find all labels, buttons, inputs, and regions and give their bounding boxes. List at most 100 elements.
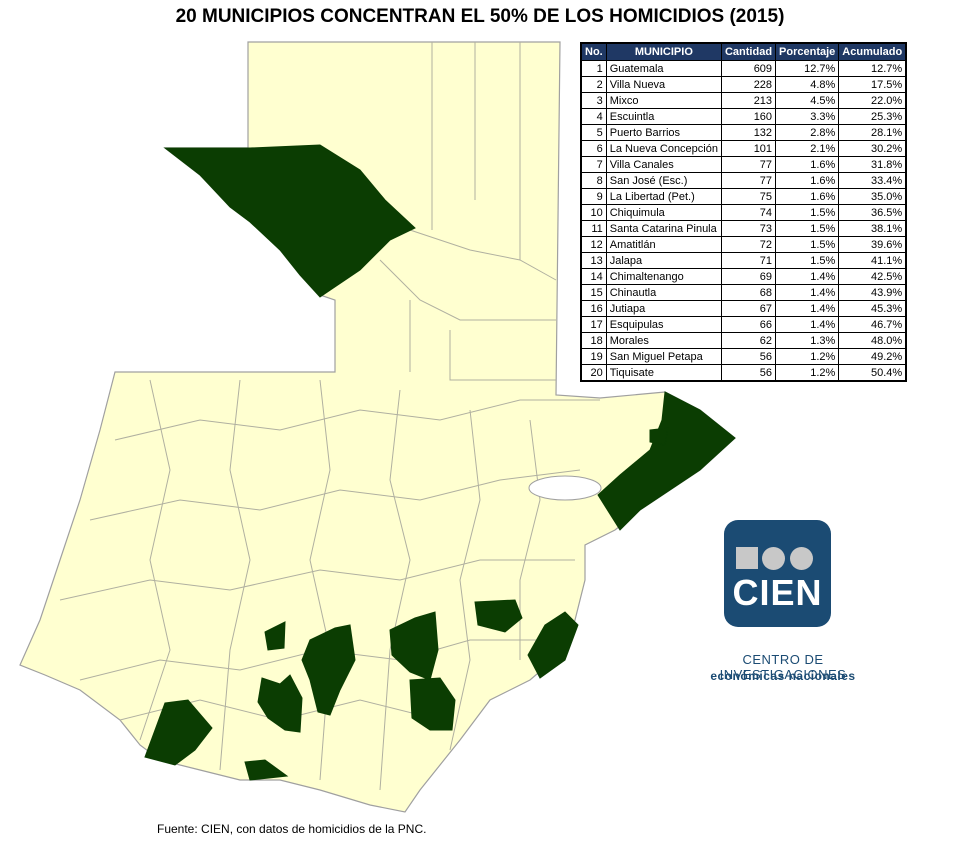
table-cell: Escuintla — [605, 108, 722, 125]
table-cell: 48.0% — [838, 332, 907, 349]
table-cell: 18 — [580, 332, 607, 349]
table-cell: 66 — [720, 316, 777, 333]
table-cell: Chinautla — [605, 284, 722, 301]
table-cell: 74 — [720, 204, 777, 221]
logo-circle — [790, 547, 813, 570]
table-cell: 36.5% — [838, 204, 907, 221]
title: 20 MUNICIPIOS CONCENTRAN EL 50% DE LOS H… — [175, 6, 785, 27]
table-cell: 1.4% — [775, 300, 840, 317]
table-cell: Morales — [605, 332, 722, 349]
table-row: 4 Escuintla 160 3.3% 25.3% — [580, 108, 907, 125]
table-cell: 10 — [580, 204, 607, 221]
table-cell: 1 — [580, 60, 607, 77]
table-cell: 3.3% — [775, 108, 840, 125]
table-cell: 160 — [720, 108, 777, 125]
table-cell: 75 — [720, 188, 777, 205]
table-cell: Jalapa — [605, 252, 722, 269]
table-cell: 14 — [580, 268, 607, 285]
table-cell: 38.1% — [838, 220, 907, 237]
column-header: MUNICIPIO — [605, 42, 722, 61]
table-cell: 20 — [580, 364, 607, 382]
table-row: 18 Morales 62 1.3% 48.0% — [580, 332, 907, 349]
table-row: 14 Chimaltenango 69 1.4% 42.5% — [580, 268, 907, 285]
table-cell: 56 — [720, 348, 777, 365]
table-cell: 25.3% — [838, 108, 907, 125]
table-cell: 11 — [580, 220, 607, 237]
table-cell: Mixco — [605, 92, 722, 109]
table-cell: 12 — [580, 236, 607, 253]
table-cell: San José (Esc.) — [605, 172, 722, 189]
table-cell: Amatitlán — [605, 236, 722, 253]
table-cell: 22.0% — [838, 92, 907, 109]
table-cell: 41.1% — [838, 252, 907, 269]
table-cell: 15 — [580, 284, 607, 301]
table-cell: 13 — [580, 252, 607, 269]
table-cell: 43.9% — [838, 284, 907, 301]
column-header: Acumulado — [838, 42, 907, 61]
table-row: 15 Chinautla 68 1.4% 43.9% — [580, 284, 907, 301]
table-cell: 4.8% — [775, 76, 840, 93]
table-cell: 42.5% — [838, 268, 907, 285]
table-row: 5 Puerto Barrios 132 2.8% 28.1% — [580, 124, 907, 141]
table-cell: 1.4% — [775, 268, 840, 285]
table-cell: 77 — [720, 156, 777, 173]
table-cell: 6 — [580, 140, 607, 157]
table-cell: 1.2% — [775, 348, 840, 365]
table-row: 12 Amatitlán 72 1.5% 39.6% — [580, 236, 907, 253]
table-cell: 67 — [720, 300, 777, 317]
table-cell: 19 — [580, 348, 607, 365]
table-cell: 17.5% — [838, 76, 907, 93]
table-cell: 132 — [720, 124, 777, 141]
table-cell: 31.8% — [838, 156, 907, 173]
table-cell: 213 — [720, 92, 777, 109]
table-row: 10 Chiquimula 74 1.5% 36.5% — [580, 204, 907, 221]
table-cell: 1.6% — [775, 156, 840, 173]
logo-circle — [762, 547, 785, 570]
table-cell: 49.2% — [838, 348, 907, 365]
table-cell: 101 — [720, 140, 777, 157]
table-cell: Tiquisate — [605, 364, 722, 382]
table-row: 16 Jutiapa 67 1.4% 45.3% — [580, 300, 907, 317]
table-cell: 4.5% — [775, 92, 840, 109]
table-cell: 2 — [580, 76, 607, 93]
table-row: 13 Jalapa 71 1.5% 41.1% — [580, 252, 907, 269]
table-cell: 4 — [580, 108, 607, 125]
table-cell: Villa Canales — [605, 156, 722, 173]
table-cell: 12.7% — [775, 60, 840, 77]
table-cell: 1.5% — [775, 236, 840, 253]
table-cell: 1.6% — [775, 188, 840, 205]
table-cell: 16 — [580, 300, 607, 317]
table-row: 20 Tiquisate 56 1.2% 50.4% — [580, 364, 907, 382]
table-cell: 12.7% — [838, 60, 907, 77]
table-cell: 1.5% — [775, 252, 840, 269]
table-cell: 1.5% — [775, 204, 840, 221]
logo-square — [736, 547, 758, 569]
table-cell: 7 — [580, 156, 607, 173]
table-cell: 45.3% — [838, 300, 907, 317]
table-cell: Jutiapa — [605, 300, 722, 317]
table-cell: 68 — [720, 284, 777, 301]
table-row: 11 Santa Catarina Pinula 73 1.5% 38.1% — [580, 220, 907, 237]
logo: CIEN — [724, 520, 831, 627]
table-row: 8 San José (Esc.) 77 1.6% 33.4% — [580, 172, 907, 189]
table-cell: 609 — [720, 60, 777, 77]
table-cell: 33.4% — [838, 172, 907, 189]
table-cell: 1.4% — [775, 316, 840, 333]
table-cell: 62 — [720, 332, 777, 349]
homicide-table: No. MUNICIPIO Cantidad Porcentaje Acumulado … — [580, 42, 908, 382]
logo-text: CIEN — [732, 572, 823, 613]
column-header: Porcentaje — [775, 42, 840, 61]
table-cell: 46.7% — [838, 316, 907, 333]
table-cell: Chiquimula — [605, 204, 722, 221]
table-cell: 1.4% — [775, 284, 840, 301]
table-cell: 1.5% — [775, 220, 840, 237]
table-cell: Puerto Barrios — [605, 124, 722, 141]
highlighted-municipios — [144, 144, 736, 781]
table-cell: 8 — [580, 172, 607, 189]
lake-izabal — [528, 475, 602, 501]
table-cell: 1.3% — [775, 332, 840, 349]
table-cell: Chimaltenango — [605, 268, 722, 285]
table-row: 9 La Libertad (Pet.) 75 1.6% 35.0% — [580, 188, 907, 205]
table-row: 19 San Miguel Petapa 56 1.2% 49.2% — [580, 348, 907, 365]
table-cell: 50.4% — [838, 364, 907, 382]
